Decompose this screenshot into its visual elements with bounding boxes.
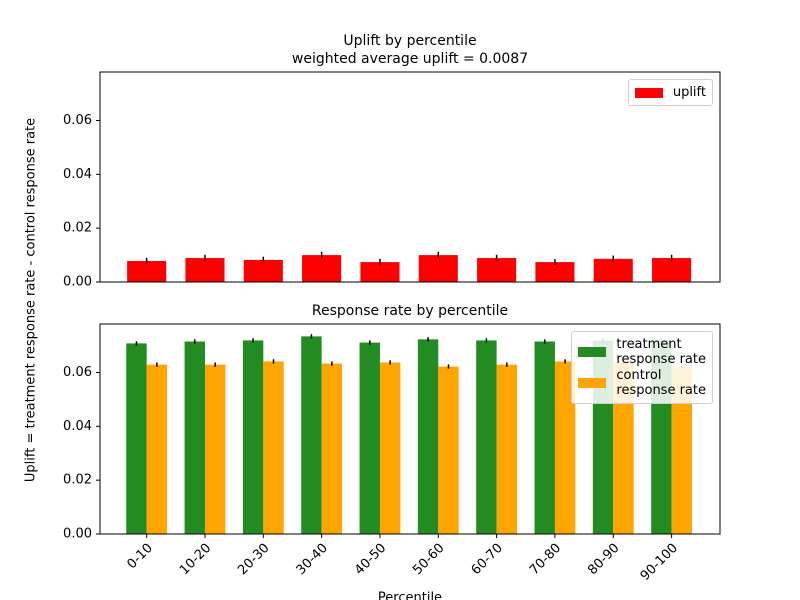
chart-subtitle: weighted average uplift = 0.0087 — [292, 51, 528, 67]
bar — [418, 255, 458, 282]
legend-label: treatment response rate — [616, 337, 706, 367]
bar — [301, 336, 322, 534]
chart-title: Response rate by percentile — [312, 303, 508, 319]
bar — [496, 364, 518, 534]
axes-frame — [99, 323, 721, 535]
x-tick-label: 60-70 — [469, 541, 506, 578]
x-tick-label: 10-20 — [177, 541, 214, 578]
y-tick-label: 0.04 — [63, 419, 92, 434]
bar — [671, 366, 693, 534]
bar — [204, 364, 226, 534]
bar — [476, 340, 497, 534]
legend-label: control response rate — [616, 368, 706, 398]
bar — [534, 341, 555, 534]
x-axis-label: Percentile — [378, 591, 442, 600]
x-tick-label: 80-90 — [585, 541, 622, 578]
bar — [438, 366, 459, 534]
bar — [146, 364, 168, 534]
legend: uplift — [627, 79, 713, 106]
legend-entry: control response rate — [578, 368, 706, 398]
x-tick-label: 20-30 — [235, 541, 272, 578]
legend-swatch — [634, 87, 663, 98]
bar — [593, 258, 633, 282]
bar — [652, 258, 692, 282]
bar — [360, 262, 400, 282]
legend: treatment response rate control response … — [571, 331, 713, 404]
y-tick-label: 0.02 — [63, 221, 92, 236]
legend-swatch — [578, 378, 607, 388]
bar — [417, 339, 439, 534]
bar — [242, 340, 264, 534]
bar — [379, 362, 401, 534]
x-tick-label: 40-50 — [352, 541, 389, 578]
y-axis-label: Uplift = treatment response rate - contr… — [24, 118, 39, 482]
legend-entry: uplift — [634, 85, 706, 100]
axes-frame — [99, 71, 721, 283]
bar — [554, 361, 576, 534]
y-tick-label: 0.04 — [63, 167, 92, 182]
bar — [185, 258, 225, 282]
y-tick-label: 0.06 — [63, 113, 92, 128]
bar — [184, 341, 205, 534]
bar — [263, 361, 284, 534]
bar — [613, 362, 634, 534]
bar — [243, 259, 283, 282]
bar — [302, 255, 342, 282]
bar — [477, 258, 517, 282]
bar — [126, 343, 147, 534]
x-tick-label: 70-80 — [527, 541, 564, 578]
legend-label: uplift — [672, 85, 706, 100]
x-tick-label: 90-100 — [638, 541, 681, 584]
y-tick-label: 0.02 — [63, 473, 92, 488]
bar — [321, 363, 343, 534]
x-tick-label: 30-40 — [294, 541, 331, 578]
legend-swatch — [578, 347, 607, 357]
x-tick-label: 50-60 — [410, 541, 447, 578]
bar — [535, 262, 575, 282]
legend-entry: treatment response rate — [578, 337, 706, 367]
bar — [359, 342, 380, 534]
bar — [127, 261, 167, 282]
chart-title: Uplift by percentile — [343, 33, 476, 49]
y-tick-label: 0.06 — [63, 365, 92, 380]
y-tick-label: 0.00 — [63, 527, 92, 542]
y-tick-label: 0.00 — [63, 275, 92, 290]
x-tick-label: 0-10 — [124, 541, 155, 572]
